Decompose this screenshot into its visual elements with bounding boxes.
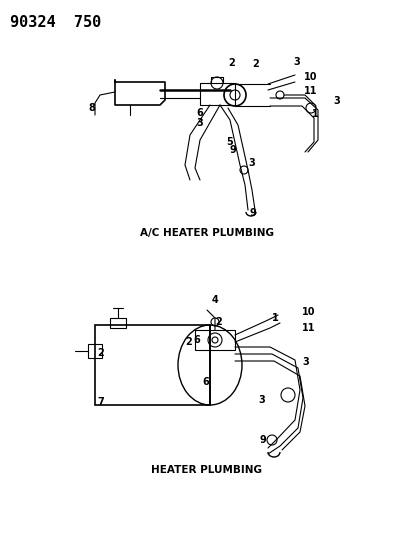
Text: 7: 7 — [97, 397, 104, 407]
Text: 11: 11 — [301, 323, 315, 333]
Text: HEATER PLUMBING: HEATER PLUMBING — [151, 465, 262, 475]
Bar — [88, 344, 102, 358]
Text: 9: 9 — [249, 208, 256, 218]
Text: 9: 9 — [259, 435, 266, 445]
Text: 11: 11 — [303, 86, 317, 96]
Text: 2: 2 — [252, 59, 258, 69]
Text: 2: 2 — [97, 348, 104, 358]
Bar — [199, 83, 235, 105]
Text: 5: 5 — [225, 137, 232, 147]
Text: 3: 3 — [247, 158, 254, 168]
Text: 3: 3 — [292, 57, 299, 67]
Text: 8: 8 — [88, 103, 95, 113]
Circle shape — [211, 337, 218, 343]
Text: 2: 2 — [185, 337, 191, 347]
Bar — [195, 330, 235, 350]
Text: 3: 3 — [332, 96, 339, 106]
Text: 1: 1 — [311, 109, 318, 119]
Text: 2: 2 — [228, 58, 234, 68]
Text: 90324  750: 90324 750 — [10, 15, 101, 30]
Text: A/C HEATER PLUMBING: A/C HEATER PLUMBING — [140, 228, 273, 238]
Bar — [95, 325, 209, 405]
Bar — [110, 318, 126, 328]
Text: 10: 10 — [301, 307, 315, 317]
Text: 3: 3 — [195, 118, 202, 128]
Text: 2: 2 — [214, 317, 221, 327]
Text: 4: 4 — [211, 295, 218, 305]
Text: 6: 6 — [192, 335, 199, 345]
Text: 6: 6 — [202, 377, 208, 387]
Text: 6: 6 — [195, 108, 202, 118]
Text: 3: 3 — [257, 395, 264, 405]
Text: 9: 9 — [230, 145, 236, 155]
Text: 3: 3 — [301, 357, 308, 367]
Text: 10: 10 — [303, 72, 317, 82]
Text: 1: 1 — [271, 313, 278, 323]
